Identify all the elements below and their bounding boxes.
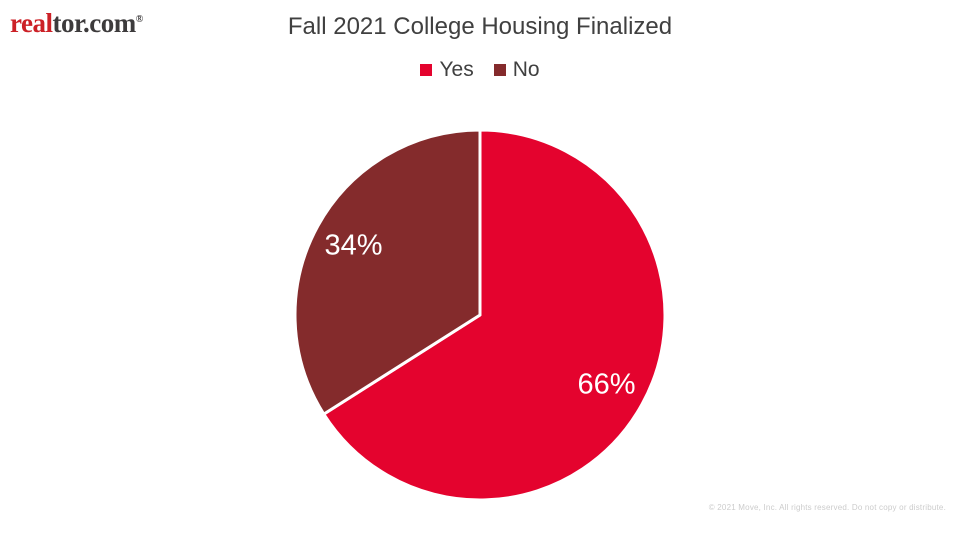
legend-swatch-yes [420,64,433,76]
chart-header: Fall 2021 College Housing Finalized Yes … [0,0,960,82]
logo-rest-text: tor.com [52,8,136,38]
copyright-notice: © 2021 Move, Inc. All rights reserved. D… [708,503,946,512]
realtor-logo: realtor.com® [10,10,143,37]
legend-label-no: No [512,58,540,81]
pie-slice-label-no: 34% [324,230,382,262]
chart-title: Fall 2021 College Housing Finalized [287,13,673,40]
pie-slice-no [293,128,482,416]
legend-item-yes: Yes [420,58,474,82]
logo-real-text: real [10,8,53,38]
pie-slice-label-yes: 66% [577,369,635,401]
legend-label-yes: Yes [439,58,474,81]
legend-item-no: No [493,58,540,82]
chart-legend: Yes No [420,58,540,82]
registered-mark: ® [135,14,143,25]
pie-slice-yes [322,128,667,502]
legend-swatch-no [493,64,506,76]
